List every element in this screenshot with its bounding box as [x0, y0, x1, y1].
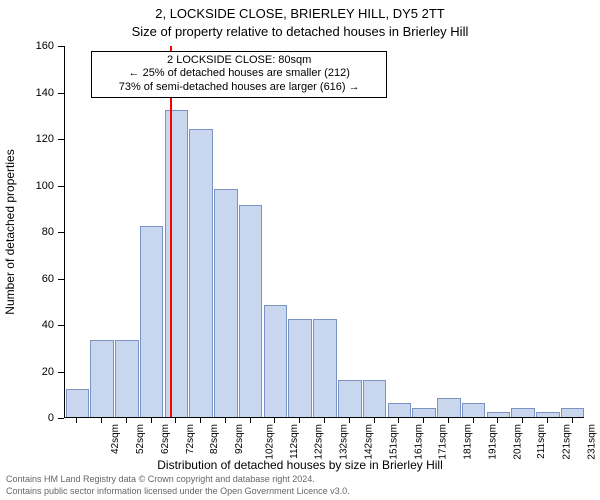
footer-copyright-1: Contains HM Land Registry data © Crown c…: [6, 474, 315, 484]
y-tick-label: 80: [42, 226, 54, 238]
x-tick-mark: [151, 418, 152, 423]
x-tick-mark: [225, 418, 226, 423]
y-tick-label: 140: [36, 87, 54, 99]
x-tick-mark: [374, 418, 375, 423]
chart-title-secondary: Size of property relative to detached ho…: [0, 24, 600, 39]
x-tick-mark: [522, 418, 523, 423]
histogram-bar: [388, 403, 412, 417]
histogram-bar: [239, 205, 263, 417]
histogram-bar: [561, 408, 585, 417]
x-tick-label: 191sqm: [487, 424, 498, 460]
x-tick-mark: [448, 418, 449, 423]
y-axis: 020406080100120140160: [0, 46, 64, 418]
histogram-bar: [140, 226, 164, 417]
x-tick-mark: [274, 418, 275, 423]
x-tick-mark: [299, 418, 300, 423]
x-tick-mark: [101, 418, 102, 423]
histogram-bar: [66, 389, 90, 417]
y-tick-label: 120: [36, 133, 54, 145]
histogram-bar: [165, 110, 189, 417]
x-tick-mark: [126, 418, 127, 423]
x-tick-mark: [175, 418, 176, 423]
histogram-bar: [264, 305, 288, 417]
annotation-line-2: ← 25% of detached houses are smaller (21…: [98, 67, 380, 81]
x-tick-label: 122sqm: [314, 424, 325, 460]
histogram-bar: [90, 340, 114, 417]
chart-title-primary: 2, LOCKSIDE CLOSE, BRIERLEY HILL, DY5 2T…: [0, 6, 600, 21]
x-tick-label: 92sqm: [234, 424, 245, 454]
x-tick-mark: [497, 418, 498, 423]
y-tick-label: 0: [48, 412, 54, 424]
x-tick-mark: [324, 418, 325, 423]
histogram-bar: [412, 408, 436, 417]
x-tick-label: 52sqm: [135, 424, 146, 454]
x-tick-mark: [349, 418, 350, 423]
y-tick-label: 60: [42, 273, 54, 285]
x-tick-mark: [423, 418, 424, 423]
x-tick-label: 42sqm: [110, 424, 121, 454]
chart-container: 2, LOCKSIDE CLOSE, BRIERLEY HILL, DY5 2T…: [0, 0, 600, 500]
x-tick-mark: [200, 418, 201, 423]
x-tick-label: 82sqm: [209, 424, 220, 454]
x-tick-label: 62sqm: [160, 424, 171, 454]
x-tick-label: 72sqm: [185, 424, 196, 454]
x-tick-label: 231sqm: [586, 424, 597, 460]
histogram-bar: [363, 380, 387, 417]
x-tick-label: 112sqm: [289, 424, 300, 459]
x-tick-mark: [398, 418, 399, 423]
histogram-bar: [536, 412, 560, 417]
histogram-bar: [511, 408, 535, 417]
x-tick-label: 132sqm: [339, 424, 350, 460]
histogram-bar: [338, 380, 362, 417]
x-tick-label: 221sqm: [562, 424, 573, 460]
y-tick-label: 100: [36, 180, 54, 192]
x-tick-label: 211sqm: [536, 424, 547, 459]
x-tick-label: 151sqm: [388, 424, 399, 460]
x-tick-label: 171sqm: [438, 424, 449, 460]
x-tick-label: 161sqm: [413, 424, 424, 460]
histogram-bar: [313, 319, 337, 417]
histogram-bar: [115, 340, 139, 417]
x-tick-mark: [250, 418, 251, 423]
x-tick-mark: [547, 418, 548, 423]
x-tick-mark: [572, 418, 573, 423]
y-tick-label: 20: [42, 366, 54, 378]
reference-line: [170, 46, 172, 417]
x-tick-label: 142sqm: [364, 424, 375, 460]
histogram-bar: [462, 403, 486, 417]
histogram-bar: [288, 319, 312, 417]
x-axis-title: Distribution of detached houses by size …: [0, 458, 600, 472]
y-tick-label: 40: [42, 319, 54, 331]
x-tick-label: 181sqm: [463, 424, 474, 460]
annotation-box: 2 LOCKSIDE CLOSE: 80sqm← 25% of detached…: [91, 51, 387, 98]
x-tick-mark: [76, 418, 77, 423]
histogram-bar: [189, 129, 213, 417]
annotation-line-3: 73% of semi-detached houses are larger (…: [98, 81, 380, 95]
bars-area: 2 LOCKSIDE CLOSE: 80sqm← 25% of detached…: [65, 46, 584, 417]
footer-copyright-2: Contains public sector information licen…: [6, 486, 350, 496]
x-tick-label: 102sqm: [265, 424, 276, 460]
y-tick-label: 160: [36, 40, 54, 52]
x-tick-mark: [473, 418, 474, 423]
x-tick-label: 201sqm: [512, 424, 523, 460]
plot-area: 2 LOCKSIDE CLOSE: 80sqm← 25% of detached…: [64, 46, 584, 418]
histogram-bar: [437, 398, 461, 417]
annotation-line-1: 2 LOCKSIDE CLOSE: 80sqm: [98, 54, 380, 68]
histogram-bar: [214, 189, 238, 417]
histogram-bar: [487, 412, 511, 417]
